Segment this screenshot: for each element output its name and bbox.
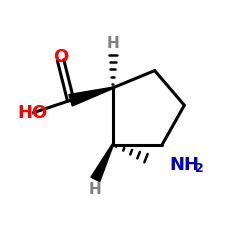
Text: 2: 2: [196, 162, 204, 175]
Text: H: H: [106, 36, 119, 51]
Text: H: H: [89, 182, 102, 197]
Polygon shape: [69, 87, 113, 106]
Text: NH: NH: [170, 156, 200, 174]
Text: O: O: [53, 48, 68, 66]
Text: HO: HO: [17, 104, 48, 122]
Polygon shape: [91, 144, 113, 182]
